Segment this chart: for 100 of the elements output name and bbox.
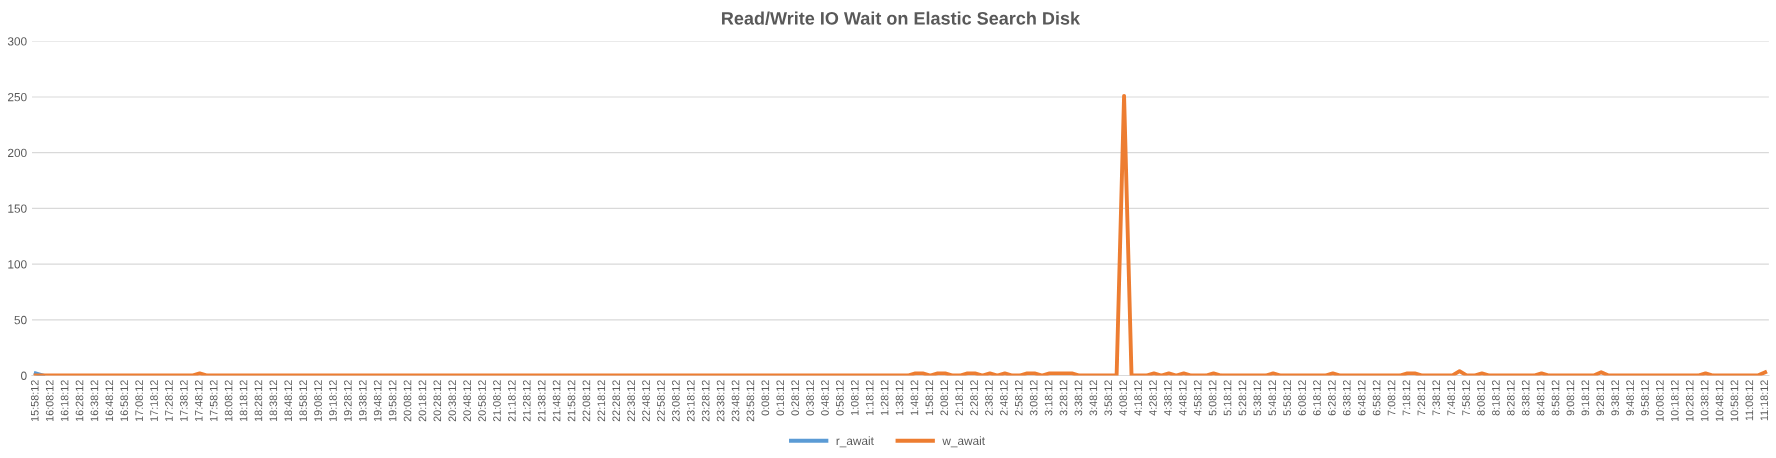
x-tick-label: 1:48:12 bbox=[910, 380, 919, 416]
legend-label: w_await bbox=[942, 436, 985, 448]
x-tick-label: 17:18:12 bbox=[150, 380, 158, 422]
x-tick-label: 0:38:12 bbox=[806, 380, 814, 416]
x-tick-label: 0:48:12 bbox=[821, 380, 829, 416]
x-tick-label: 6:58:12 bbox=[1372, 380, 1381, 416]
x-tick-label: 4:28:12 bbox=[1149, 380, 1157, 416]
x-tick-label: 16:18:12 bbox=[60, 380, 69, 422]
x-tick-label: 9:38:12 bbox=[1611, 380, 1619, 416]
x-tick-label: 19:18:12 bbox=[329, 380, 337, 422]
x-tick-label: 17:28:12 bbox=[165, 380, 173, 422]
x-tick-label: 1:08:12 bbox=[850, 380, 859, 416]
x-tick-label: 5:18:12 bbox=[1223, 380, 1232, 416]
y-tick-label: 200 bbox=[8, 148, 27, 158]
x-tick-label: 22:18:12 bbox=[597, 380, 606, 422]
x-tick-label: 5:28:12 bbox=[1238, 380, 1247, 416]
x-tick-label: 15:58:12 bbox=[30, 380, 39, 422]
x-tick-label: 6:28:12 bbox=[1328, 380, 1336, 416]
x-tick-label: 19:58:12 bbox=[388, 380, 397, 422]
x-tick-label: 9:48:12 bbox=[1626, 380, 1634, 416]
x-tick-label: 0:08:12 bbox=[761, 380, 770, 416]
x-tick-label: 17:48:12 bbox=[194, 380, 203, 422]
x-tick-label: 20:08:12 bbox=[403, 380, 412, 422]
x-tick-label: 21:18:12 bbox=[508, 380, 516, 422]
x-tick-label: 3:38:12 bbox=[1074, 380, 1083, 416]
legend-label: r_await bbox=[836, 436, 874, 448]
y-tick-label: 100 bbox=[8, 260, 27, 269]
x-tick-label: 16:28:12 bbox=[75, 380, 84, 422]
x-tick-label: 16:08:12 bbox=[45, 380, 54, 422]
x-tick-label: 1:38:12 bbox=[895, 380, 904, 416]
x-tick-label: 21:58:12 bbox=[567, 380, 576, 422]
y-tick-label: 250 bbox=[8, 92, 27, 102]
x-tick-label: 22:38:12 bbox=[627, 380, 635, 422]
x-tick-label: 19:08:12 bbox=[314, 380, 322, 422]
x-tick-label: 0:18:12 bbox=[776, 380, 785, 416]
x-tick-label: 19:28:12 bbox=[344, 380, 352, 422]
x-tick-label: 20:48:12 bbox=[463, 380, 471, 422]
x-tick-label: 10:48:12 bbox=[1715, 380, 1724, 422]
x-tick-label: 20:18:12 bbox=[418, 380, 427, 422]
x-tick-label: 18:58:12 bbox=[299, 380, 307, 422]
x-tick-label: 16:58:12 bbox=[120, 380, 129, 422]
x-tick-label: 4:08:12 bbox=[1119, 380, 1127, 416]
x-tick-label: 5:58:12 bbox=[1283, 380, 1291, 416]
y-tick-label: 300 bbox=[7, 37, 27, 46]
x-tick-label: 18:48:12 bbox=[284, 380, 293, 422]
x-tick-label: 17:58:12 bbox=[209, 380, 218, 422]
x-tick-label: 8:58:12 bbox=[1551, 380, 1560, 416]
x-tick-label: 4:58:12 bbox=[1193, 380, 1202, 416]
x-tick-label: 6:38:12 bbox=[1342, 380, 1351, 416]
x-tick-label: 10:38:12 bbox=[1700, 380, 1709, 422]
x-tick-label: 21:28:12 bbox=[522, 380, 531, 422]
chart-title: Read/Write IO Wait on Elastic Search Disk bbox=[722, 11, 1081, 25]
y-tick-label: 150 bbox=[8, 204, 27, 213]
x-tick-label: 10:58:12 bbox=[1730, 380, 1739, 422]
x-tick-label: 23:08:12 bbox=[672, 380, 680, 422]
x-tick-label: 1:18:12 bbox=[865, 380, 874, 416]
x-tick-label: 23:48:12 bbox=[731, 380, 740, 422]
x-tick-label: 0:28:12 bbox=[791, 380, 799, 416]
x-tick-label: 6:48:12 bbox=[1357, 380, 1366, 416]
x-tick-label: 0:58:12 bbox=[836, 380, 844, 416]
x-tick-label: 2:18:12 bbox=[955, 380, 963, 416]
x-tick-label: 19:38:12 bbox=[358, 380, 367, 422]
x-tick-label: 23:28:12 bbox=[701, 380, 710, 422]
x-tick-label: 9:28:12 bbox=[1596, 380, 1605, 416]
x-tick-label: 17:08:12 bbox=[135, 380, 143, 422]
x-tick-label: 16:38:12 bbox=[90, 380, 99, 422]
x-tick-label: 7:28:12 bbox=[1417, 380, 1426, 416]
x-tick-label: 2:08:12 bbox=[940, 380, 949, 416]
x-tick-label: 3:28:12 bbox=[1059, 380, 1068, 416]
x-tick-label: 20:28:12 bbox=[433, 380, 442, 422]
line-series bbox=[33, 93, 1768, 376]
x-tick-label: 8:18:12 bbox=[1492, 380, 1500, 416]
x-tick-label: 1:58:12 bbox=[925, 380, 934, 416]
x-tick-label: 22:48:12 bbox=[642, 380, 650, 422]
x-tick-label: 5:08:12 bbox=[1208, 380, 1217, 416]
x-tick-label: 21:08:12 bbox=[493, 380, 501, 422]
x-tick-label: 21:38:12 bbox=[537, 380, 546, 422]
x-tick-label: 10:28:12 bbox=[1685, 380, 1694, 422]
x-tick-label: 7:58:12 bbox=[1462, 380, 1470, 416]
x-tick-label: 10:08:12 bbox=[1656, 380, 1664, 422]
x-tick-label: 23:38:12 bbox=[716, 380, 725, 422]
x-tick-label: 22:28:12 bbox=[612, 380, 621, 422]
x-tick-label: 3:08:12 bbox=[1029, 380, 1038, 416]
x-tick-label: 18:08:12 bbox=[224, 380, 233, 422]
x-tick-label: 23:58:12 bbox=[746, 380, 755, 422]
x-tick-label: 2:48:12 bbox=[1000, 380, 1008, 416]
x-tick-label: 3:18:12 bbox=[1044, 380, 1053, 416]
x-tick-label: 16:48:12 bbox=[105, 380, 114, 422]
y-tick-label: 0 bbox=[21, 371, 27, 380]
x-tick-label: 18:38:12 bbox=[269, 380, 278, 422]
x-tick-label: 6:08:12 bbox=[1298, 380, 1306, 416]
x-tick-label: 22:58:12 bbox=[657, 380, 665, 422]
x-tick-label: 17:38:12 bbox=[180, 380, 188, 422]
x-tick-label: 4:48:12 bbox=[1178, 380, 1187, 416]
x-tick-label: 5:48:12 bbox=[1268, 380, 1277, 416]
y-tick-label: 50 bbox=[14, 315, 27, 325]
x-tick-label: 8:28:12 bbox=[1506, 380, 1515, 416]
x-tick-label: 22:08:12 bbox=[582, 380, 591, 422]
x-tick-label: 8:08:12 bbox=[1477, 380, 1485, 416]
x-tick-label: 4:38:12 bbox=[1164, 380, 1172, 416]
